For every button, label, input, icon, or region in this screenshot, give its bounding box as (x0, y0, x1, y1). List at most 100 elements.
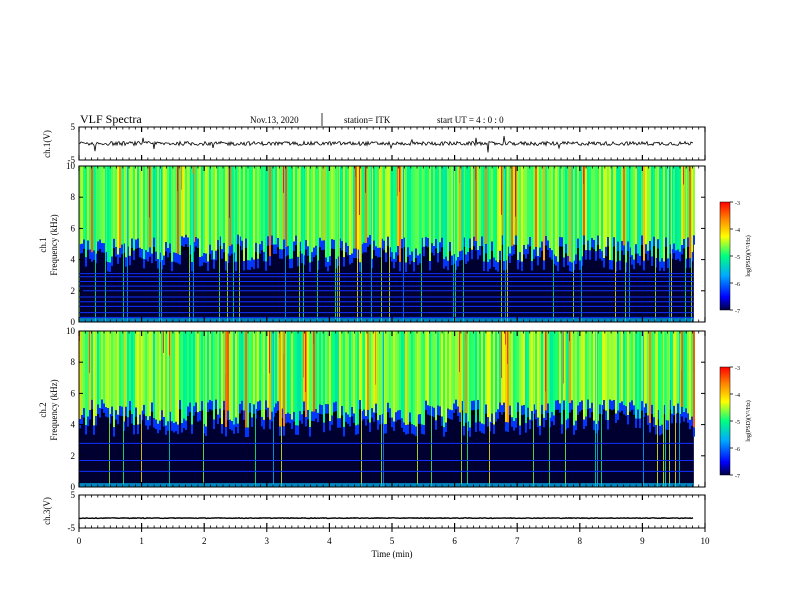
ch2-column (129, 331, 131, 402)
ch2-column (209, 331, 211, 400)
ch2-column-edge (639, 418, 641, 429)
ch1-column (437, 166, 439, 254)
ch2-column-edge (125, 406, 127, 417)
ch2-column (683, 331, 685, 413)
ch1-column-edge (213, 259, 215, 269)
ch1-column (93, 166, 95, 251)
ch1-colorbar-tick-label: -7 (735, 309, 740, 315)
ch1-column (265, 166, 267, 262)
ch2-sferic (669, 331, 670, 487)
ch2-column-edge (159, 420, 161, 431)
ch1-hot-sferic (355, 166, 356, 177)
ch1-column (409, 166, 411, 255)
ch2-column-edge (261, 416, 263, 427)
ch1-sferic (463, 166, 464, 322)
ch1-sferic (615, 166, 616, 322)
ch2-column-edge (401, 418, 403, 428)
ch2-column (233, 331, 235, 425)
ch1-column-edge (191, 262, 193, 272)
ch2-column-edge (95, 416, 97, 426)
ch1-column (209, 166, 211, 245)
ch1-column-edge (659, 261, 661, 271)
ch1-column (261, 166, 263, 241)
ch1-column (283, 166, 285, 240)
ch1-column (321, 166, 323, 241)
ch1-column (157, 166, 159, 260)
ch2-column (229, 331, 231, 420)
ch1-sferic (685, 166, 686, 322)
ch2-column-edge (691, 416, 693, 427)
ch1-column-edge (483, 261, 485, 272)
ch2-column (653, 331, 655, 418)
ch2-column (685, 331, 687, 409)
ch1-column-edge (203, 253, 205, 263)
ch1-column (683, 166, 685, 240)
ch1-column-edge (265, 261, 267, 271)
ch2-column (349, 331, 351, 418)
ch2-column-edge (165, 425, 167, 435)
ch1-hot-sferic (177, 166, 178, 192)
ch1-column-edge (423, 246, 425, 257)
ch1-column (497, 166, 499, 263)
ch1-column (565, 166, 567, 244)
ch1-column-edge (383, 240, 385, 251)
ch2-column-edge (297, 425, 299, 435)
ch1-column-edge (595, 251, 597, 261)
ch1-column-edge (369, 235, 371, 245)
ch2-column-edge (453, 403, 455, 413)
ch1-column-edge (461, 250, 463, 260)
ch1-column-edge (443, 259, 445, 269)
ch1-column-edge (575, 254, 577, 265)
ch1-column-edge (281, 249, 283, 259)
ch2-column-edge (671, 413, 673, 424)
ch2-column-edge (151, 402, 153, 412)
ch1-column-edge (577, 238, 579, 249)
ch1-column-edge (543, 260, 545, 270)
ch2-column (205, 331, 207, 427)
ch1-column (399, 166, 401, 262)
ch2-column-edge (277, 401, 279, 411)
ch1-column (579, 166, 581, 261)
ch2-column-edge (251, 417, 253, 427)
ch2-column-edge (611, 400, 613, 411)
ch1-column (627, 166, 629, 242)
ch1-column (375, 166, 377, 247)
ch1-column (539, 166, 541, 248)
ch1-column (593, 166, 595, 240)
ch2-column (483, 331, 485, 425)
ch2-column (275, 331, 277, 404)
xaxis-tick-label: 0 (77, 536, 82, 546)
ch1-column-edge (475, 241, 477, 251)
ch2-column-edge (391, 417, 393, 428)
ch1-column-edge (221, 249, 223, 259)
ch2-column-edge (439, 406, 441, 416)
ch1-column (623, 166, 625, 246)
xaxis-tick-label: 7 (515, 536, 520, 546)
ch1-column (563, 166, 565, 258)
ch2-column (245, 331, 247, 428)
ch1-column-edge (653, 236, 655, 247)
ch2-column (645, 331, 647, 404)
ch2-column-edge (619, 402, 621, 413)
ch1-column-edge (609, 259, 611, 270)
ch2-column (345, 331, 347, 413)
ch2-column (171, 331, 173, 422)
ch1-column (111, 166, 113, 257)
ch1-column-edge (549, 248, 551, 258)
ch1-column (349, 166, 351, 256)
ch1-column-edge (523, 245, 525, 255)
ch2-column (453, 331, 455, 404)
ch1-column-edge (429, 261, 431, 271)
ch2-column-edge (437, 405, 439, 416)
ch1-column-edge (635, 244, 637, 254)
ch2-column (391, 331, 393, 418)
ch1-column (81, 166, 83, 244)
ch2-column-edge (625, 406, 627, 416)
ch2-column-edge (295, 425, 297, 435)
ch2-hot-sferic (169, 331, 170, 356)
ch2-column-edge (587, 399, 589, 410)
ch2-column-edge (689, 419, 691, 430)
ch1-column (275, 166, 277, 245)
ch1-column-edge (263, 251, 265, 262)
ch1-column (687, 166, 689, 238)
